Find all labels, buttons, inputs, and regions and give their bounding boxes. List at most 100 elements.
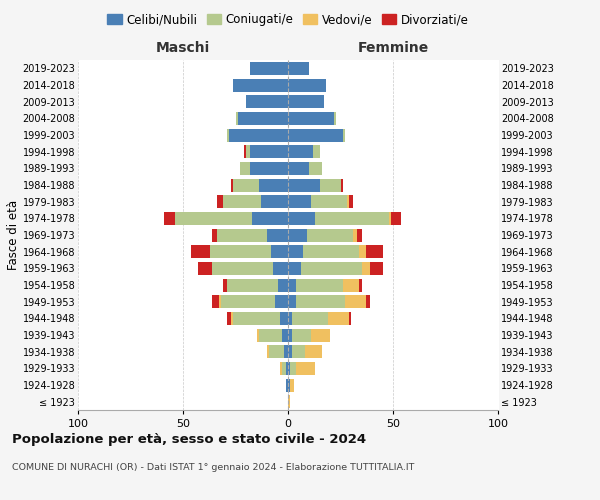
- Bar: [223, 278, 227, 291]
- Bar: [288, 95, 324, 108]
- Bar: [275, 295, 288, 308]
- Bar: [288, 112, 334, 125]
- Bar: [282, 328, 288, 342]
- Bar: [288, 245, 303, 258]
- Bar: [274, 262, 288, 275]
- Bar: [391, 212, 401, 225]
- Bar: [223, 195, 260, 208]
- Bar: [286, 378, 288, 392]
- Bar: [260, 195, 288, 208]
- Bar: [232, 312, 233, 325]
- Bar: [210, 245, 271, 258]
- Bar: [288, 128, 343, 141]
- Bar: [288, 378, 290, 392]
- Bar: [175, 212, 253, 225]
- Bar: [359, 245, 366, 258]
- Bar: [288, 262, 301, 275]
- Bar: [259, 178, 288, 192]
- Bar: [284, 345, 288, 358]
- Bar: [349, 195, 353, 208]
- Text: COMUNE DI NURACHI (OR) - Dati ISTAT 1° gennaio 2024 - Elaborazione TUTTITALIA.IT: COMUNE DI NURACHI (OR) - Dati ISTAT 1° g…: [12, 463, 415, 472]
- Bar: [296, 362, 316, 375]
- Bar: [259, 328, 282, 342]
- Bar: [288, 162, 309, 175]
- Bar: [366, 295, 370, 308]
- Bar: [217, 228, 267, 241]
- Bar: [359, 278, 361, 291]
- Bar: [361, 262, 370, 275]
- Bar: [288, 145, 313, 158]
- Bar: [238, 112, 288, 125]
- Bar: [212, 228, 217, 241]
- Bar: [288, 228, 307, 241]
- Bar: [288, 328, 292, 342]
- Bar: [296, 295, 344, 308]
- Bar: [280, 312, 288, 325]
- Bar: [343, 278, 359, 291]
- Bar: [282, 362, 286, 375]
- Text: Femmine: Femmine: [358, 41, 428, 55]
- Bar: [164, 212, 175, 225]
- Bar: [280, 362, 282, 375]
- Bar: [290, 378, 295, 392]
- Bar: [233, 78, 288, 92]
- Bar: [313, 145, 320, 158]
- Bar: [277, 278, 288, 291]
- Bar: [311, 195, 347, 208]
- Bar: [343, 128, 345, 141]
- Y-axis label: Fasce di età: Fasce di età: [7, 200, 20, 270]
- Bar: [366, 245, 383, 258]
- Bar: [303, 245, 359, 258]
- Bar: [288, 212, 316, 225]
- Bar: [296, 278, 343, 291]
- Bar: [267, 345, 269, 358]
- Bar: [267, 228, 288, 241]
- Bar: [288, 195, 311, 208]
- Bar: [292, 345, 305, 358]
- Bar: [250, 162, 288, 175]
- Bar: [244, 145, 246, 158]
- Bar: [217, 195, 223, 208]
- Bar: [305, 345, 322, 358]
- Bar: [198, 262, 212, 275]
- Bar: [246, 145, 250, 158]
- Bar: [316, 212, 389, 225]
- Bar: [288, 312, 292, 325]
- Bar: [229, 128, 288, 141]
- Legend: Celibi/Nubili, Coniugati/e, Vedovi/e, Divorziati/e: Celibi/Nubili, Coniugati/e, Vedovi/e, Di…: [103, 8, 473, 31]
- Bar: [221, 295, 275, 308]
- Bar: [334, 112, 337, 125]
- Bar: [389, 212, 391, 225]
- Bar: [292, 328, 311, 342]
- Bar: [288, 62, 309, 75]
- Bar: [257, 328, 259, 342]
- Bar: [320, 178, 341, 192]
- Y-axis label: Anni di nascita: Anni di nascita: [597, 192, 600, 278]
- Bar: [286, 362, 288, 375]
- Bar: [311, 328, 330, 342]
- Bar: [269, 345, 284, 358]
- Bar: [288, 278, 296, 291]
- Bar: [288, 178, 320, 192]
- Bar: [219, 295, 221, 308]
- Bar: [235, 112, 238, 125]
- Bar: [349, 312, 351, 325]
- Bar: [341, 178, 343, 192]
- Bar: [309, 162, 322, 175]
- Bar: [288, 295, 296, 308]
- Bar: [212, 262, 274, 275]
- Bar: [227, 128, 229, 141]
- Bar: [191, 245, 211, 258]
- Bar: [290, 362, 296, 375]
- Bar: [301, 262, 361, 275]
- Bar: [288, 362, 290, 375]
- Text: Popolazione per età, sesso e stato civile - 2024: Popolazione per età, sesso e stato civil…: [12, 432, 366, 446]
- Bar: [227, 278, 277, 291]
- Bar: [250, 145, 288, 158]
- Bar: [232, 178, 233, 192]
- Bar: [253, 212, 288, 225]
- Bar: [328, 312, 349, 325]
- Bar: [233, 178, 259, 192]
- Bar: [246, 95, 288, 108]
- Bar: [271, 245, 288, 258]
